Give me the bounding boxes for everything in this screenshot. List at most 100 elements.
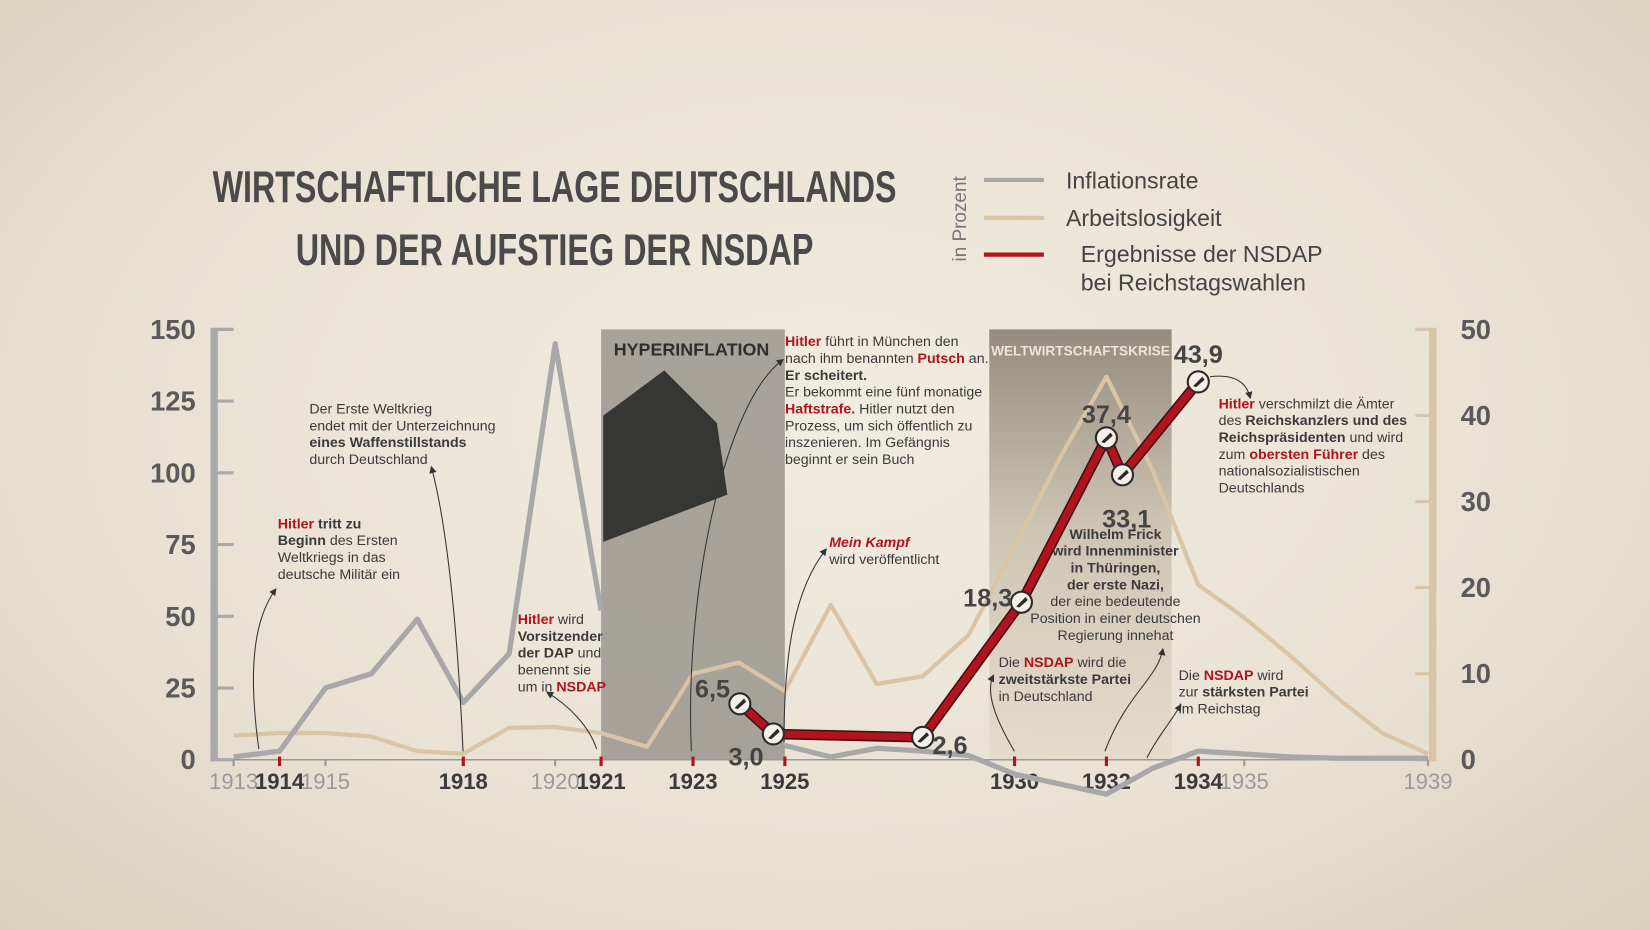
annotation-line: inszenieren. Im Gefängnis [785,435,950,451]
annotation-line: wird Innenminister [1051,544,1179,560]
marker-icon [734,698,747,710]
annotation-text: zweitstärkste Partei [999,672,1131,688]
value-label: 33,1 [1102,505,1151,533]
annotation-text: Beginn [278,533,326,549]
annotation-line: Position in einer deutschen [1030,611,1200,627]
annotation-text: stärksten Partei [1202,685,1308,701]
annotation-text: zur [1179,685,1203,701]
annotation-line: Vorsitzender [518,629,603,645]
annotation-line: Beginn des Ersten [278,533,398,549]
y-tick-label: 150 [150,314,196,345]
event-tick-label: 1934 [1174,769,1224,794]
legend-label: Arbeitslosigkeit [1066,205,1222,231]
marker-icon [1016,596,1028,608]
annotation-text: Vorsitzender [518,629,603,645]
annotation-line: zweitstärkste Partei [999,672,1131,688]
annotation-line: im Reichstag [1179,701,1261,717]
annotation-line: Hitler tritt zu [278,516,362,532]
annotation-text: inszenieren. Im Gefängnis [785,435,950,451]
annotation-line: in Deutschland [999,689,1093,705]
annotation-text: beginnt er sein Buch [785,452,914,468]
annotation-text: und [574,646,602,662]
unit-label: in Prozent [950,176,971,262]
annotation-text: Die [1179,668,1204,684]
annotation-line: Haftstrafe. Hitler nutzt den [785,402,955,418]
annotation-line: Mein Kampf [829,535,911,551]
y-tick-label: 50 [165,601,195,632]
annotation-line: zur stärksten Partei [1179,685,1309,701]
annotation-text: Er scheitert. [785,368,867,384]
legend-label: Ergebnisse der NSDAP bei Reichstagswahle… [1080,240,1323,296]
annotation-line: Der Erste Weltkrieg [309,402,432,418]
value-label: 43,9 [1174,341,1223,369]
annotation-line: eines Waffenstillstands [309,435,466,451]
annotation-line: um in NSDAP [518,679,606,695]
arrow [1210,375,1253,400]
legend-box: Ergebnisse der NSDAP bei Reichstagswahle… [1080,240,1323,296]
annotation-line: zum obersten Führer des [1219,447,1385,463]
annotation-line: Deutschlands [1219,480,1305,496]
arrow [429,465,464,752]
annotation-text: wird [554,612,584,628]
annotation-text: Reichskanzlers und des [1245,413,1407,429]
annotation-line: in Thüringen, [1071,560,1161,576]
annotation-line: der DAP und [518,646,602,662]
annotation-line: Reichspräsidenten und wird [1219,430,1404,446]
annotation-line: Er scheitert. [785,368,867,384]
legend-label: Inflationsrate [1066,167,1199,193]
annotation-line: des Reichskanzlers und des [1219,413,1408,429]
marker-icon [768,728,780,740]
arrow [1146,703,1182,758]
annotation-line: Die NSDAP wird [1179,668,1284,684]
annotation-text: wird veröffentlicht [828,552,939,568]
annotation-text: Haftstrafe. [785,402,855,418]
y2-tick-label: 10 [1461,658,1491,689]
annotation-text: nach ihm benannten [785,351,918,367]
annotation-text: Der Erste Weltkrieg [309,402,432,418]
y-tick-label: 75 [165,529,195,560]
annotation-text: Mein Kampf [829,535,911,551]
annotation-text: im Reichstag [1179,701,1261,717]
period-band [601,329,785,760]
y-tick-label: 100 [150,457,196,488]
banknotes [603,370,728,542]
event-tick-label: 1925 [760,769,809,794]
event-tick-label: 1923 [668,769,717,794]
annotation-text: Hitler [518,612,555,628]
annotation-text: Position in einer deutschen [1030,611,1200,627]
annotation-text: durch Deutschland [309,452,427,468]
annotation-text: Hitler nutzt den [855,402,954,418]
arrow [987,674,1015,752]
marker-icon [917,732,929,743]
annotation-text: an. [965,351,989,367]
event-tick-label: 1918 [439,769,488,794]
annotation-line: benennt sie [518,663,591,679]
annotation-text: der eine bedeutende [1050,594,1180,610]
annotation-text: Deutschlands [1219,480,1305,496]
arrow [252,588,277,750]
y2-tick-label: 20 [1461,572,1491,603]
annotation-text: und wird [1346,430,1404,446]
annotation-line: Die NSDAP wird die [999,655,1127,671]
value-label: 2,6 [932,732,967,760]
annotation-text: zum [1219,447,1250,463]
y2-tick-label: 40 [1461,400,1491,431]
annotation-text: der erste Nazi, [1067,577,1164,593]
annotation-line: wird veröffentlicht [828,552,939,568]
annotation-line: Weltkriegs in das [278,550,386,566]
annotation-text: des [1358,447,1385,463]
annotation-text: Hitler [1219,396,1256,412]
annotation-text: obersten Führer [1249,447,1358,463]
annotation-text: wird [1253,668,1283,684]
annotation-line: der erste Nazi, [1067,577,1164,593]
annotation-line: deutsche Militär ein [278,567,400,583]
y2-tick-label: 0 [1461,744,1476,775]
x-tick-label: 1915 [301,769,350,794]
